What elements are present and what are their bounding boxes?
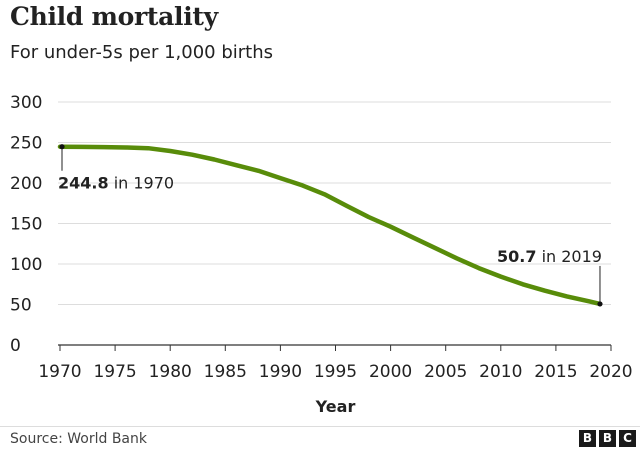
bbc-logo: B B C	[579, 430, 636, 447]
y-tick-label: 50	[10, 296, 32, 316]
y-tick-label: 100	[10, 255, 42, 275]
annotation-2019-point	[597, 301, 603, 307]
y-axis-ticks: 0 50 100 150 200 250 300	[10, 93, 42, 356]
y-tick-label: 150	[10, 215, 42, 235]
x-tick-label: 1985	[204, 362, 247, 382]
annotation-2019-label: 50.7 in 2019	[497, 247, 602, 266]
x-tick-label: 1995	[314, 362, 357, 382]
x-axis-label: Year	[315, 397, 356, 416]
gridlines	[58, 101, 611, 305]
annotation-1970-label: 244.8 in 1970	[58, 174, 174, 193]
footer-divider	[0, 426, 640, 427]
x-tick-label: 1980	[149, 362, 192, 382]
x-tick-label: 2015	[534, 362, 577, 382]
x-tick-label: 2010	[479, 362, 522, 382]
x-tick-label: 2000	[369, 362, 412, 382]
logo-letter: C	[619, 430, 636, 447]
series-line	[57, 144, 603, 307]
annotation-1970-value: 244.8	[58, 174, 109, 193]
x-tick-label: 2020	[589, 362, 632, 382]
y-tick-label: 300	[10, 93, 42, 113]
y-tick-label: 250	[10, 134, 42, 154]
x-axis-ticks: 1970 1975 1980 1985 1990 1995 2000 2005 2010 2015…	[38, 345, 633, 382]
x-tick-label: 1975	[93, 362, 136, 382]
series-layer	[57, 144, 603, 307]
annotation-2019-value: 50.7	[497, 247, 536, 266]
x-tick-label: 1990	[259, 362, 302, 382]
x-tick-label: 1970	[38, 362, 81, 382]
chart-subtitle: For under-5s per 1,000 births	[10, 42, 274, 63]
annotation-1970-suffix: in 1970	[109, 174, 174, 193]
logo-letter: B	[599, 430, 616, 447]
y-tick-label: 0	[10, 336, 21, 356]
logo-letter: B	[579, 430, 596, 447]
annotation-1970-point	[59, 144, 65, 150]
annotation-2019-suffix: in 2019	[536, 247, 601, 266]
y-tick-label: 200	[10, 174, 42, 194]
x-tick-label: 2005	[424, 362, 467, 382]
chart-title: Child mortality	[10, 2, 218, 31]
source-note: Source: World Bank	[10, 431, 147, 447]
